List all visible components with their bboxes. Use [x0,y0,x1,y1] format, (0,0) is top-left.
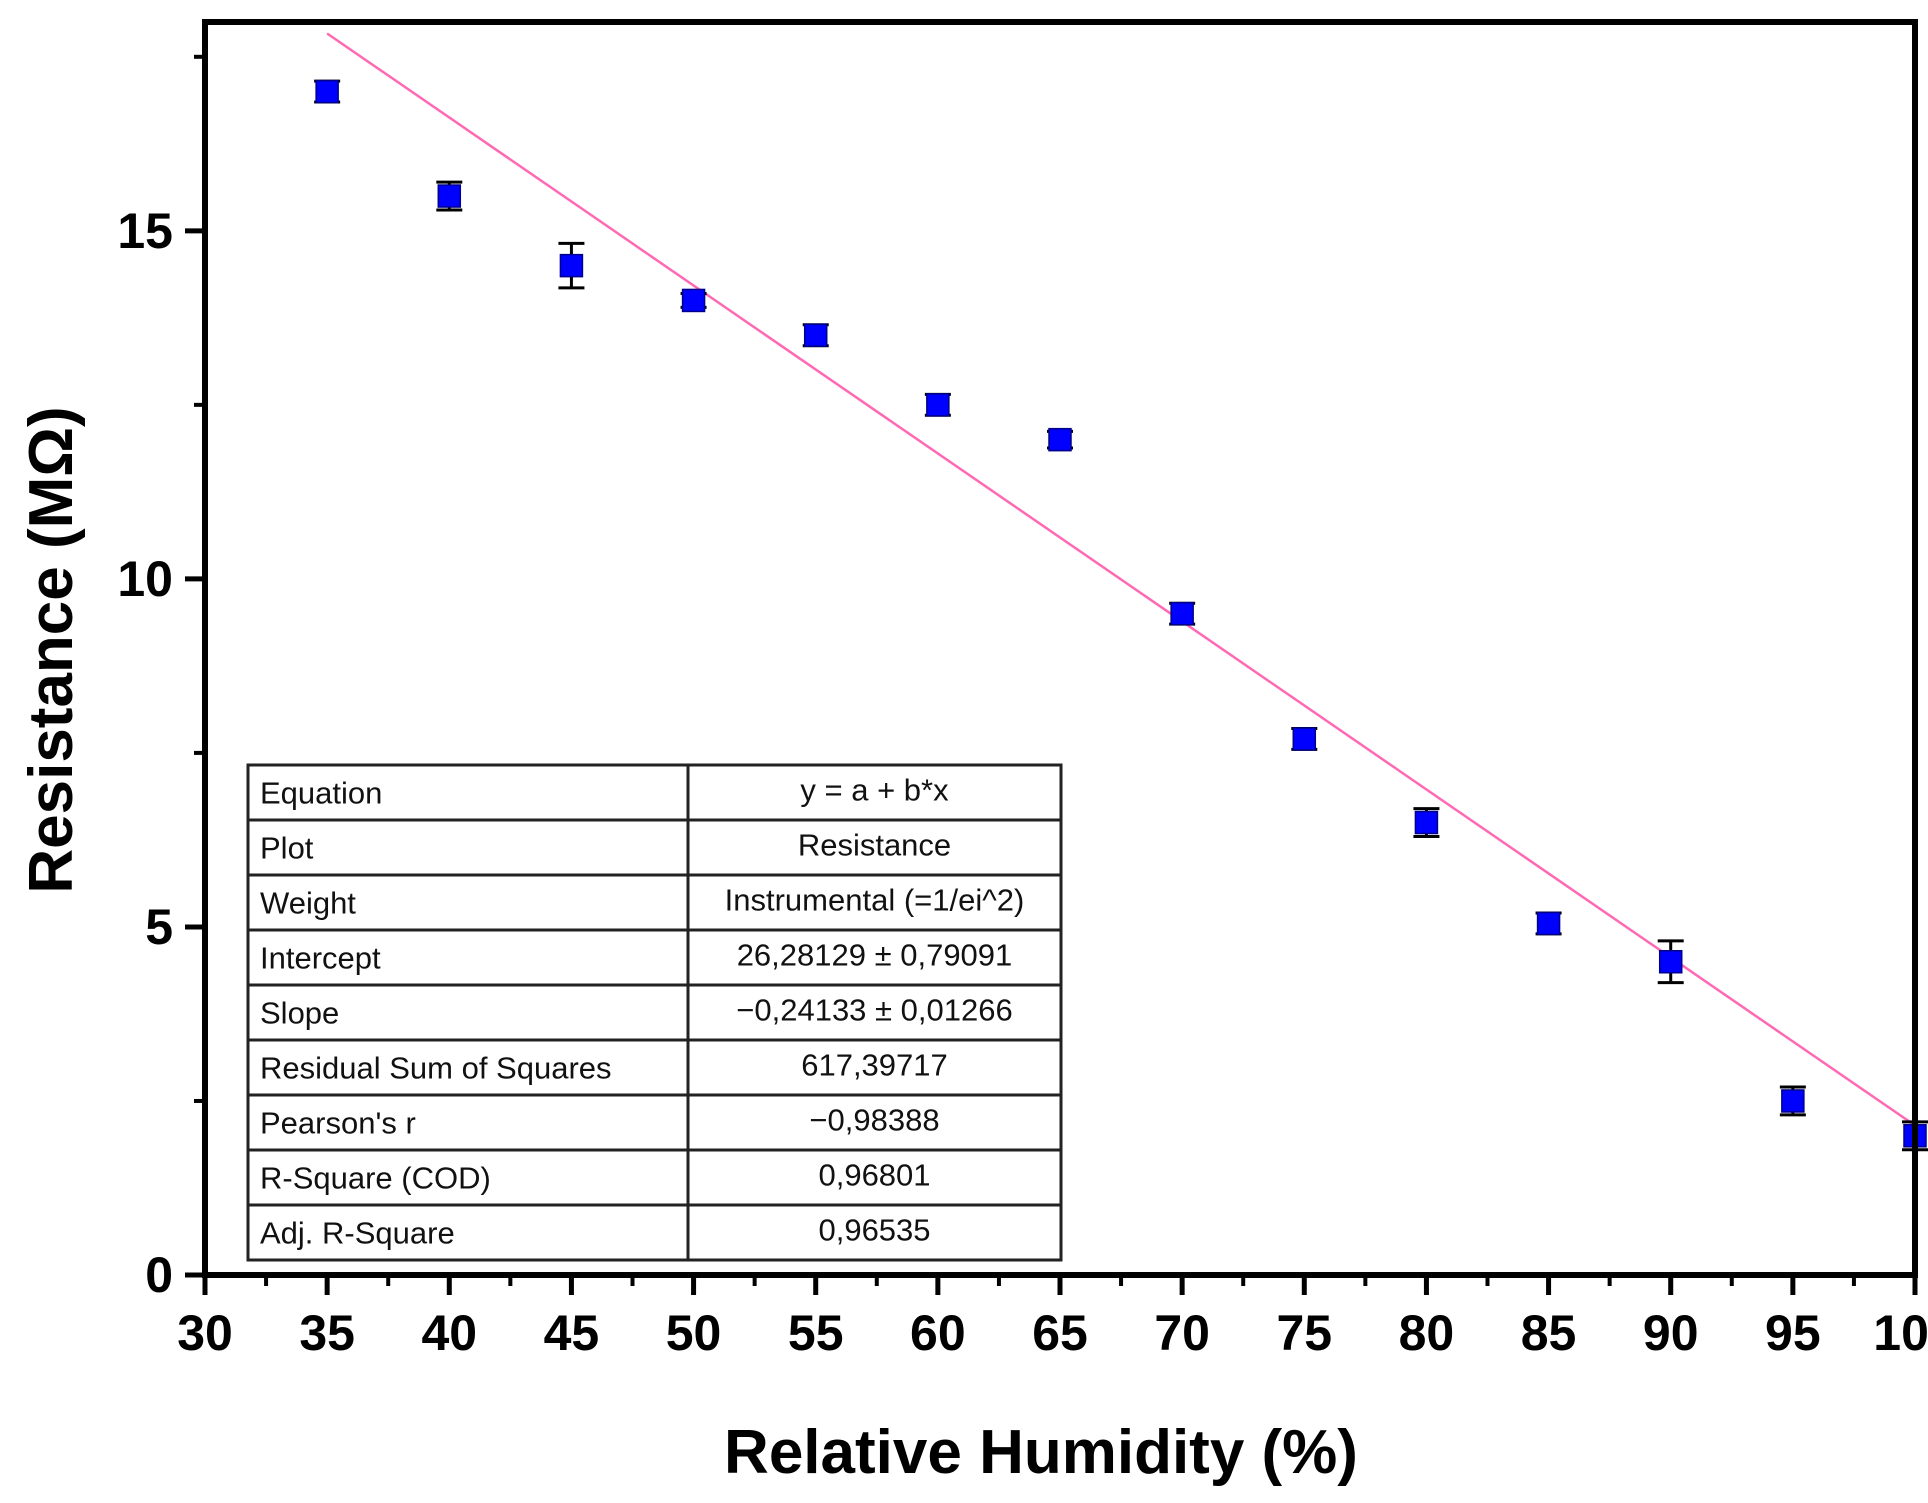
axes-group: 30 35 40 45 50 55 60 65 70 75 80 85 90 95 100 0 5 10 15 [117,19,1928,1361]
data-point-45 [558,241,585,290]
y-tick-label-5: 5 [145,899,173,955]
fit-table-label: Residual Sum of Squares [260,1051,612,1086]
fit-table-label: Plot [260,831,314,866]
data-point-35 [314,79,341,104]
fit-table-frame [246,763,1063,1262]
x-tick-label-40: 40 [421,1305,477,1361]
x-tick-label-50: 50 [666,1305,722,1361]
fit-table-label: Adj. R-Square [260,1216,455,1251]
x-axis-title: Relative Humidity (%) [724,1418,1358,1487]
data-marker [1536,911,1561,936]
fit-table-label: Equation [260,776,382,811]
data-marker [681,288,706,313]
fit-table-value: −0,98388 [809,1103,939,1138]
x-tick-label-45: 45 [544,1305,600,1361]
y-tick-label-10: 10 [117,551,173,607]
y-axis-title: Resistance (MΩ) [17,406,86,893]
fit-table-label: R-Square (COD) [260,1161,491,1196]
data-marker [1292,727,1317,751]
data-point-75 [1291,727,1318,751]
x-tick-label-30: 30 [177,1305,233,1361]
fit-table-label: Weight [260,886,356,921]
data-marker [803,323,828,347]
data-marker [1781,1089,1805,1113]
data-point-95 [1779,1085,1806,1117]
data-marker [559,253,584,278]
x-tick-label-65: 65 [1032,1305,1088,1361]
x-tick-label-60: 60 [910,1305,966,1361]
data-marker [437,184,462,208]
x-tick-label-90: 90 [1643,1305,1699,1361]
fit-table-value: 0,96535 [818,1213,930,1248]
data-point-85 [1535,911,1562,936]
fit-table-value: Resistance [798,828,951,863]
fit-table-value: 0,96801 [818,1158,930,1193]
data-point-90 [1657,939,1684,985]
data-point-50 [680,288,707,313]
fit-line [326,32,1916,1127]
data-point-40 [436,180,463,212]
data-point-80 [1413,807,1440,838]
x-tick-label-80: 80 [1399,1305,1455,1361]
x-tick-label-85: 85 [1521,1305,1577,1361]
fit-table-value: 26,28129 ± 0,79091 [737,938,1013,973]
data-point-65 [1047,427,1073,452]
data-marker [1048,427,1072,452]
fit-table-value: 617,39717 [801,1048,948,1083]
x-tick-label-55: 55 [788,1305,844,1361]
fit-table-label: Intercept [260,941,381,976]
data-point-70 [1169,601,1196,626]
x-tick-label-35: 35 [299,1305,355,1361]
fit-table-label: Pearson's r [260,1106,416,1141]
axis-titles: Relative Humidity (%) Resistance (MΩ) [17,406,1358,1487]
data-marker [1414,810,1439,835]
fit-table-value: y = a + b*x [800,773,949,808]
fit-line-group [326,32,1916,1127]
data-marker [1658,950,1683,974]
data-marker [315,79,339,104]
fit-table-label: Slope [260,996,339,1031]
x-tick-label-75: 75 [1276,1305,1332,1361]
x-tick-label-70: 70 [1154,1305,1210,1361]
y-tick-label-0: 0 [145,1247,173,1303]
fit-table-value: Instrumental (=1/ei^2) [725,883,1025,918]
data-point-60 [924,392,951,417]
x-tick-label-95: 95 [1765,1305,1821,1361]
y-tick-label-15: 15 [117,203,173,259]
data-point-55 [802,323,829,348]
data-marker [926,393,950,417]
fit-table: Equation y = a + b*x Plot Resistance Weight I… [246,763,1063,1262]
fit-table-value: −0,24133 ± 0,01266 [736,993,1012,1028]
x-tick-label-100: 100 [1873,1305,1928,1361]
data-marker [1170,601,1194,626]
